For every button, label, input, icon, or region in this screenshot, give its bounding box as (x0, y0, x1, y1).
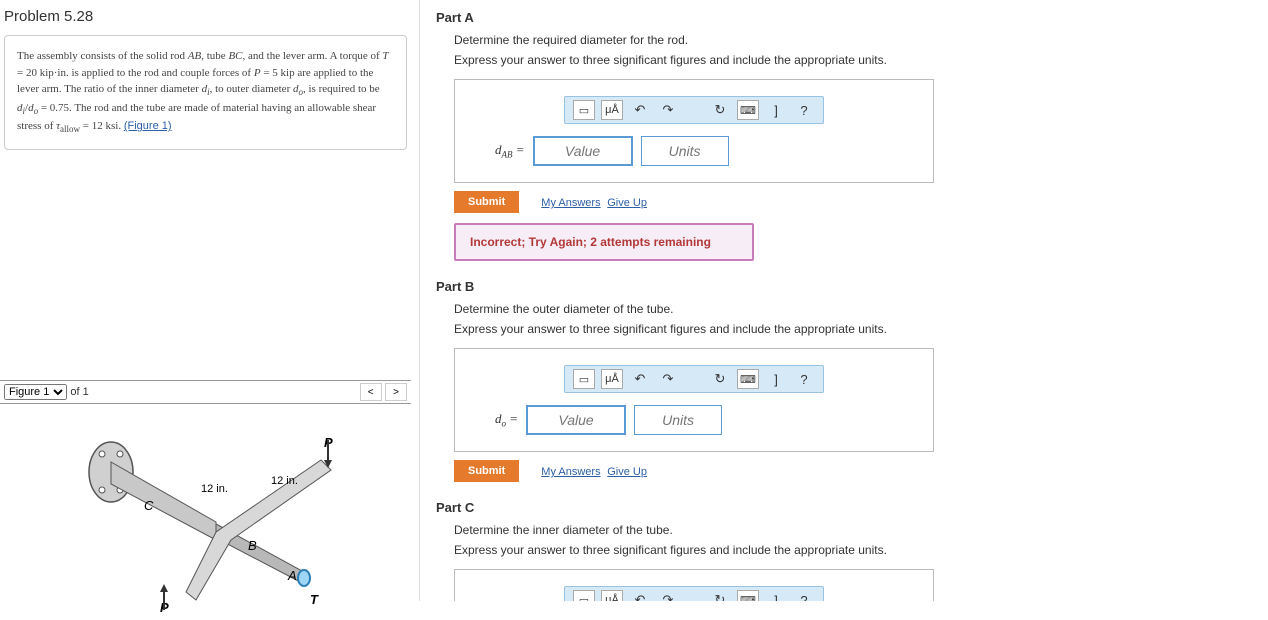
undo-icon[interactable]: ↶ (629, 590, 651, 601)
bar-icon[interactable]: ] (765, 369, 787, 389)
undo-icon[interactable]: ↶ (629, 100, 651, 120)
figure-nav-bar: Figure 1 of 1 < > (0, 380, 411, 404)
svg-text:A: A (287, 568, 297, 583)
figure-link[interactable]: (Figure 1) (124, 120, 172, 132)
figure-next-button[interactable]: > (385, 383, 407, 401)
part-a-prompt: Determine the required diameter for the … (454, 33, 1252, 47)
part-a-my-answers-link[interactable]: My Answers (541, 197, 600, 209)
symbols-icon[interactable]: μÅ (601, 369, 623, 389)
part-a-answer-box: ▭ μÅ ↶ ↷ ↻ ⌨ ] ? dAB = (454, 79, 934, 183)
symbols-icon[interactable]: μÅ (601, 590, 623, 601)
part-a-heading: Part A (436, 10, 1252, 25)
part-b-submit-button[interactable]: Submit (454, 460, 519, 482)
problem-statement: The assembly consists of the solid rod A… (4, 35, 407, 150)
part-c-prompt: Determine the inner diameter of the tube… (454, 523, 1252, 537)
help-icon[interactable]: ? (793, 590, 815, 601)
part-b-var-label: do = (495, 411, 518, 429)
reset-icon[interactable]: ↻ (709, 590, 731, 601)
part-a-var-label: dAB = (495, 142, 525, 160)
part-c-heading: Part C (436, 500, 1252, 515)
bar-icon[interactable]: ] (765, 590, 787, 601)
part-a-toolbar: ▭ μÅ ↶ ↷ ↻ ⌨ ] ? (564, 96, 824, 124)
undo-icon[interactable]: ↶ (629, 369, 651, 389)
figure-of-label: of 1 (70, 386, 88, 398)
part-b-instruction: Express your answer to three significant… (454, 322, 1252, 336)
part-a-feedback: Incorrect; Try Again; 2 attempts remaini… (454, 223, 754, 261)
help-icon[interactable]: ? (793, 369, 815, 389)
keyboard-icon[interactable]: ⌨ (737, 369, 759, 389)
keyboard-icon[interactable]: ⌨ (737, 100, 759, 120)
redo-icon[interactable]: ↷ (657, 369, 679, 389)
part-b-heading: Part B (436, 279, 1252, 294)
reset-icon[interactable]: ↻ (709, 100, 731, 120)
template-icon[interactable]: ▭ (573, 100, 595, 120)
part-a-instruction: Express your answer to three significant… (454, 53, 1252, 67)
part-b-toolbar: ▭ μÅ ↶ ↷ ↻ ⌨ ] ? (564, 365, 824, 393)
part-b-units-input[interactable] (634, 405, 722, 435)
figure-select[interactable]: Figure 1 (4, 384, 67, 400)
part-c-instruction: Express your answer to three significant… (454, 543, 1252, 557)
part-a-units-input[interactable] (641, 136, 729, 166)
part-c-toolbar: ▭ μÅ ↶ ↷ ↻ ⌨ ] ? (564, 586, 824, 601)
svg-text:12 in.: 12 in. (201, 483, 228, 495)
keyboard-icon[interactable]: ⌨ (737, 590, 759, 601)
redo-icon[interactable]: ↷ (657, 590, 679, 601)
part-b-prompt: Determine the outer diameter of the tube… (454, 302, 1252, 316)
part-a-value-input[interactable] (533, 136, 633, 166)
bar-icon[interactable]: ] (765, 100, 787, 120)
figure-prev-button[interactable]: < (360, 383, 382, 401)
svg-text:C: C (144, 498, 154, 513)
reset-icon[interactable]: ↻ (709, 369, 731, 389)
part-b-answer-box: ▭ μÅ ↶ ↷ ↻ ⌨ ] ? do = (454, 348, 934, 452)
svg-text:12 in.: 12 in. (271, 475, 298, 487)
redo-icon[interactable]: ↷ (657, 100, 679, 120)
figure-image: C B A T P P 12 in. 12 in. (0, 404, 411, 620)
template-icon[interactable]: ▭ (573, 590, 595, 601)
symbols-icon[interactable]: μÅ (601, 100, 623, 120)
part-a-submit-button[interactable]: Submit (454, 191, 519, 213)
svg-text:T: T (310, 592, 319, 607)
part-b-value-input[interactable] (526, 405, 626, 435)
part-b-give-up-link[interactable]: Give Up (607, 466, 647, 478)
part-a-give-up-link[interactable]: Give Up (607, 197, 647, 209)
part-c-answer-box: ▭ μÅ ↶ ↷ ↻ ⌨ ] ? di = (454, 569, 934, 601)
problem-title: Problem 5.28 (0, 0, 411, 35)
help-icon[interactable]: ? (793, 100, 815, 120)
svg-text:B: B (248, 538, 257, 553)
template-icon[interactable]: ▭ (573, 369, 595, 389)
part-b-my-answers-link[interactable]: My Answers (541, 466, 600, 478)
